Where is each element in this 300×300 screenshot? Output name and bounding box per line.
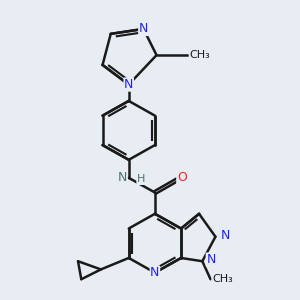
Text: CH₃: CH₃ xyxy=(212,274,233,284)
Text: N: N xyxy=(206,253,216,266)
Text: N: N xyxy=(118,171,127,184)
Text: N: N xyxy=(220,229,230,242)
Text: N: N xyxy=(124,78,134,91)
Text: H: H xyxy=(137,174,145,184)
Text: O: O xyxy=(177,171,187,184)
Text: CH₃: CH₃ xyxy=(189,50,210,60)
Text: N: N xyxy=(139,22,148,35)
Text: N: N xyxy=(150,266,160,279)
